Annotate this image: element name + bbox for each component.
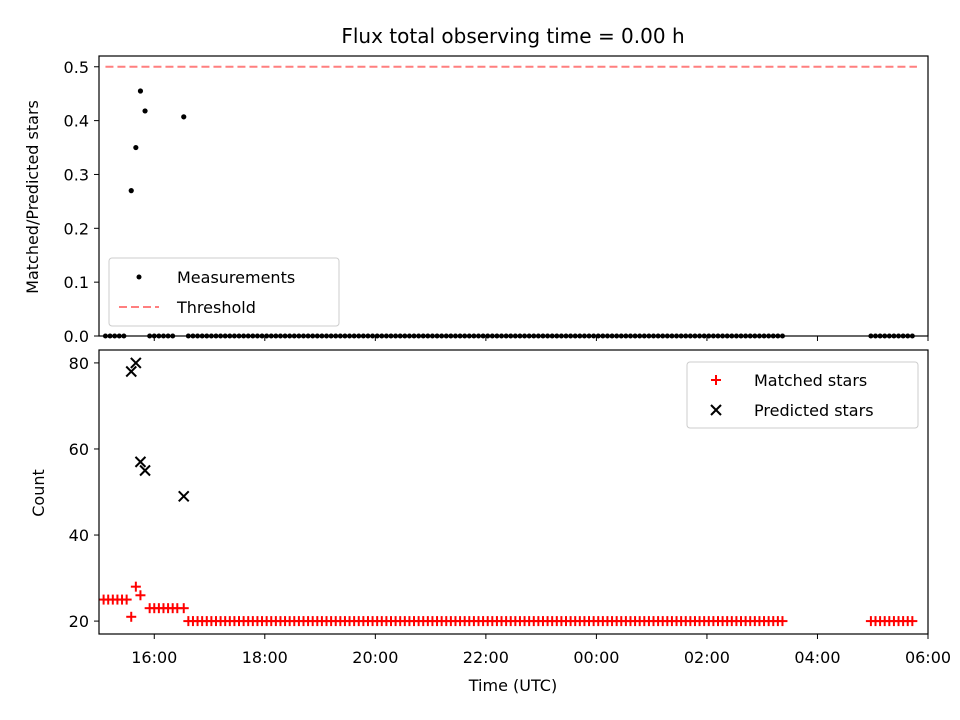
predicted-star-point: [125, 365, 137, 378]
matched-star-point: [907, 616, 918, 627]
bottom-legend-box: [686, 361, 919, 429]
predicted-star-point: [134, 456, 147, 468]
measurement-point: [128, 188, 134, 194]
bottom-plot-frame: [98, 349, 929, 635]
legend-label-measurements: Measurements: [177, 268, 295, 287]
top-y-tick-label: 0.5: [64, 58, 89, 77]
bottom-x-axis-label: Time (UTC): [468, 676, 557, 695]
top-y-tick-label: 0.4: [64, 112, 89, 131]
x-marker-b: [130, 357, 142, 369]
measurement-point: [142, 108, 148, 114]
bottom-x-tick-label: 22:00: [463, 648, 509, 667]
top-x-axis: [153, 336, 929, 341]
matched-star-point: [126, 611, 137, 622]
measurement-point: [137, 88, 144, 94]
measurement-point: [181, 114, 187, 120]
matched-star-point: [130, 581, 141, 592]
bottom-y-tick-label: 20: [69, 612, 89, 631]
bottom-x-tick-label: 02:00: [684, 648, 730, 667]
bottom-x-tick-label: 20:00: [352, 648, 398, 667]
top-y-tick-label: 0.3: [64, 165, 89, 184]
bottom-plot-area: [98, 357, 918, 627]
bottom-x-tick-label: 04:00: [794, 648, 840, 667]
predicted-star-point: [178, 490, 190, 503]
x-marker-b: [125, 365, 137, 378]
matched-star-point: [121, 594, 132, 605]
bottom-legend: Matched stars Predicted stars: [686, 361, 919, 429]
measurement-point: [133, 144, 139, 151]
predicted-star-point: [130, 357, 142, 369]
bottom-y-tick-label: 40: [69, 526, 89, 545]
legend-label-threshold: Threshold: [176, 298, 256, 317]
bottom-y-axis: 20 40 60 80: [69, 354, 99, 631]
x-marker-b: [178, 490, 190, 503]
bottom-x-axis: 16:00 18:00 20:00 22:00 00:00 02:00 04:00 06:00: [131, 634, 951, 667]
bottom-y-tick-label: 80: [69, 354, 89, 373]
top-legend: Measurements Threshold: [108, 257, 340, 327]
x-marker-b: [139, 464, 151, 477]
top-chart-title: Flux total observing time = 0.00 h: [341, 24, 684, 48]
top-y-tick-label: 0.1: [64, 273, 89, 292]
legend-label-predicted-stars: Predicted stars: [754, 401, 874, 420]
top-y-tick-label: 0.2: [64, 219, 89, 238]
bottom-x-tick-label: 00:00: [573, 648, 619, 667]
matched-star-point: [135, 590, 146, 601]
legend-marker-measurements: [136, 274, 142, 280]
legend-marker-predicted-stars: [710, 404, 722, 416]
top-legend-box: [108, 257, 340, 327]
legend-label-matched-stars: Matched stars: [754, 371, 867, 390]
top-plot-frame: [98, 55, 929, 337]
bottom-x-tick-label: 18:00: [242, 648, 288, 667]
top-y-tick-label: 0.0: [64, 327, 89, 346]
matched-star-point: [777, 616, 788, 627]
legend-marker-matched-stars: [711, 375, 721, 385]
x-marker-b: [134, 456, 147, 468]
bottom-y-axis-label: Count: [29, 469, 48, 517]
predicted-star-point: [139, 464, 151, 477]
top-y-axis-label: Matched/Predicted stars: [23, 100, 42, 294]
bottom-x-tick-label: 16:00: [131, 648, 177, 667]
bottom-y-tick-label: 60: [69, 440, 89, 459]
top-y-axis: 0.0 0.1 0.2 0.3 0.4 0.5: [64, 58, 99, 346]
bottom-x-tick-label: 06:00: [905, 648, 951, 667]
matched-star-point: [178, 603, 189, 614]
